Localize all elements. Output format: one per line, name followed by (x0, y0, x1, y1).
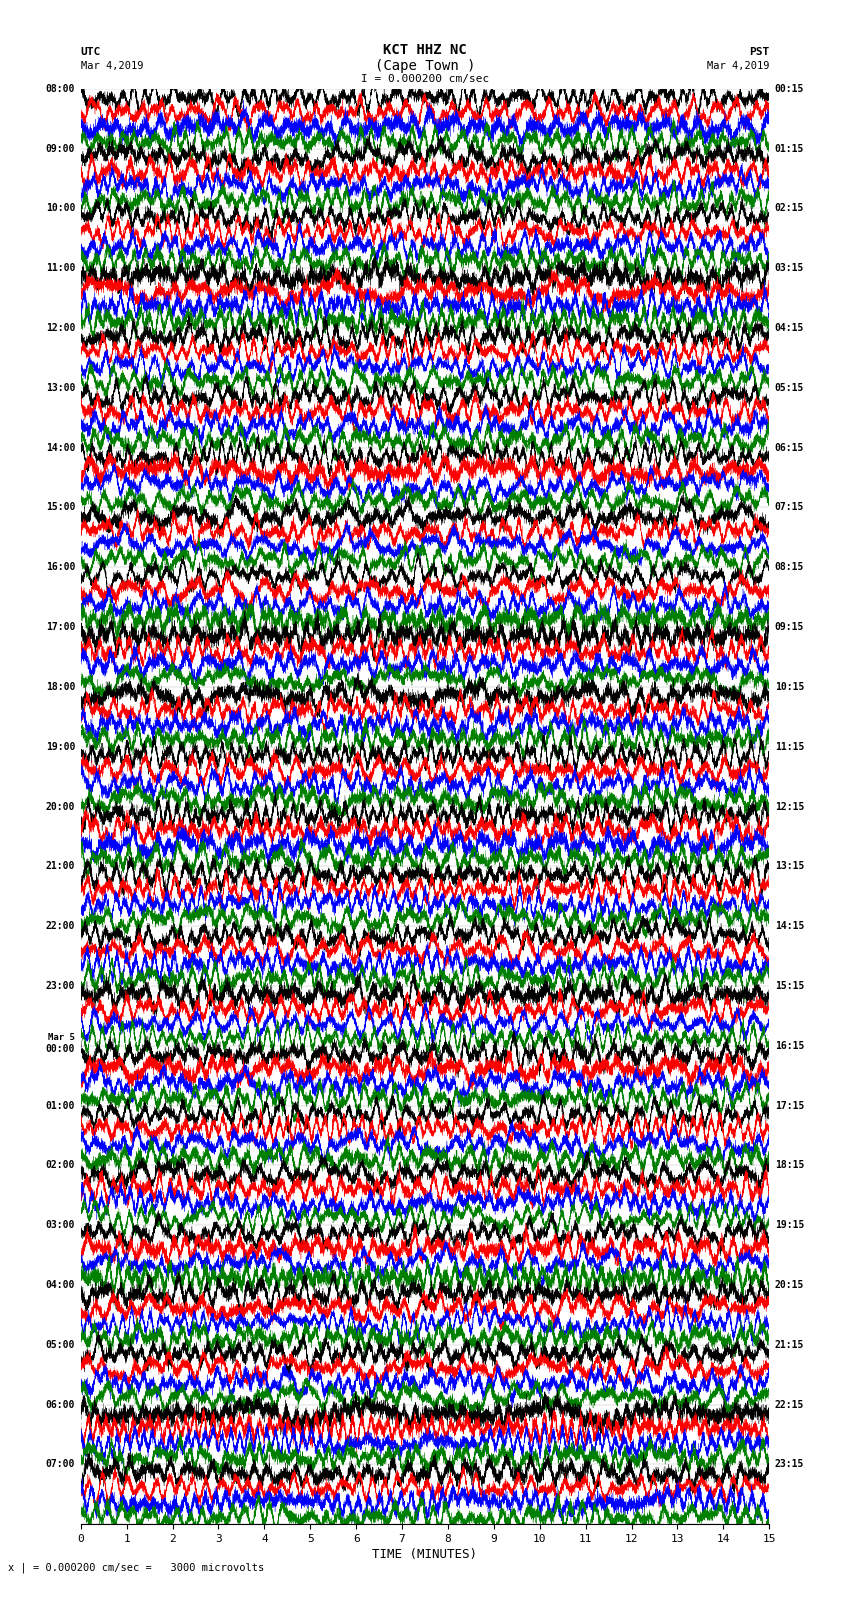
Text: 20:00: 20:00 (46, 802, 75, 811)
Text: 17:15: 17:15 (775, 1100, 804, 1111)
Text: 00:00: 00:00 (46, 1044, 75, 1053)
Text: 09:00: 09:00 (46, 144, 75, 153)
Text: Mar 4,2019: Mar 4,2019 (81, 61, 144, 71)
Text: 09:15: 09:15 (775, 623, 804, 632)
Text: Mar 5: Mar 5 (48, 1032, 75, 1042)
Text: 07:15: 07:15 (775, 502, 804, 513)
Text: 06:00: 06:00 (46, 1400, 75, 1410)
Text: 16:15: 16:15 (775, 1040, 804, 1050)
X-axis label: TIME (MINUTES): TIME (MINUTES) (372, 1548, 478, 1561)
Text: UTC: UTC (81, 47, 101, 56)
Text: 04:00: 04:00 (46, 1281, 75, 1290)
Text: 14:00: 14:00 (46, 442, 75, 453)
Text: 15:00: 15:00 (46, 502, 75, 513)
Text: 10:00: 10:00 (46, 203, 75, 213)
Text: 21:00: 21:00 (46, 861, 75, 871)
Text: KCT HHZ NC: KCT HHZ NC (383, 44, 467, 56)
Text: 12:00: 12:00 (46, 323, 75, 332)
Text: 18:15: 18:15 (775, 1160, 804, 1171)
Text: 05:00: 05:00 (46, 1340, 75, 1350)
Text: 22:00: 22:00 (46, 921, 75, 931)
Text: 00:15: 00:15 (775, 84, 804, 94)
Text: 08:00: 08:00 (46, 84, 75, 94)
Text: 04:15: 04:15 (775, 323, 804, 332)
Text: 13:15: 13:15 (775, 861, 804, 871)
Text: 20:15: 20:15 (775, 1281, 804, 1290)
Text: 19:00: 19:00 (46, 742, 75, 752)
Text: 15:15: 15:15 (775, 981, 804, 990)
Text: x | = 0.000200 cm/sec =   3000 microvolts: x | = 0.000200 cm/sec = 3000 microvolts (8, 1563, 264, 1573)
Text: 07:00: 07:00 (46, 1460, 75, 1469)
Text: 11:00: 11:00 (46, 263, 75, 273)
Text: 03:15: 03:15 (775, 263, 804, 273)
Text: 19:15: 19:15 (775, 1219, 804, 1231)
Text: 02:00: 02:00 (46, 1160, 75, 1171)
Text: (Cape Town ): (Cape Town ) (375, 60, 475, 73)
Text: 16:00: 16:00 (46, 563, 75, 573)
Text: 18:00: 18:00 (46, 682, 75, 692)
Text: 12:15: 12:15 (775, 802, 804, 811)
Text: 10:15: 10:15 (775, 682, 804, 692)
Text: 21:15: 21:15 (775, 1340, 804, 1350)
Text: I = 0.000200 cm/sec: I = 0.000200 cm/sec (361, 74, 489, 84)
Text: 03:00: 03:00 (46, 1219, 75, 1231)
Text: 22:15: 22:15 (775, 1400, 804, 1410)
Text: 05:15: 05:15 (775, 382, 804, 394)
Text: 23:15: 23:15 (775, 1460, 804, 1469)
Text: 08:15: 08:15 (775, 563, 804, 573)
Text: 06:15: 06:15 (775, 442, 804, 453)
Text: 13:00: 13:00 (46, 382, 75, 394)
Text: 14:15: 14:15 (775, 921, 804, 931)
Text: PST: PST (749, 47, 769, 56)
Text: 02:15: 02:15 (775, 203, 804, 213)
Text: Mar 4,2019: Mar 4,2019 (706, 61, 769, 71)
Text: 17:00: 17:00 (46, 623, 75, 632)
Text: 23:00: 23:00 (46, 981, 75, 990)
Text: 11:15: 11:15 (775, 742, 804, 752)
Text: 01:15: 01:15 (775, 144, 804, 153)
Text: 01:00: 01:00 (46, 1100, 75, 1111)
